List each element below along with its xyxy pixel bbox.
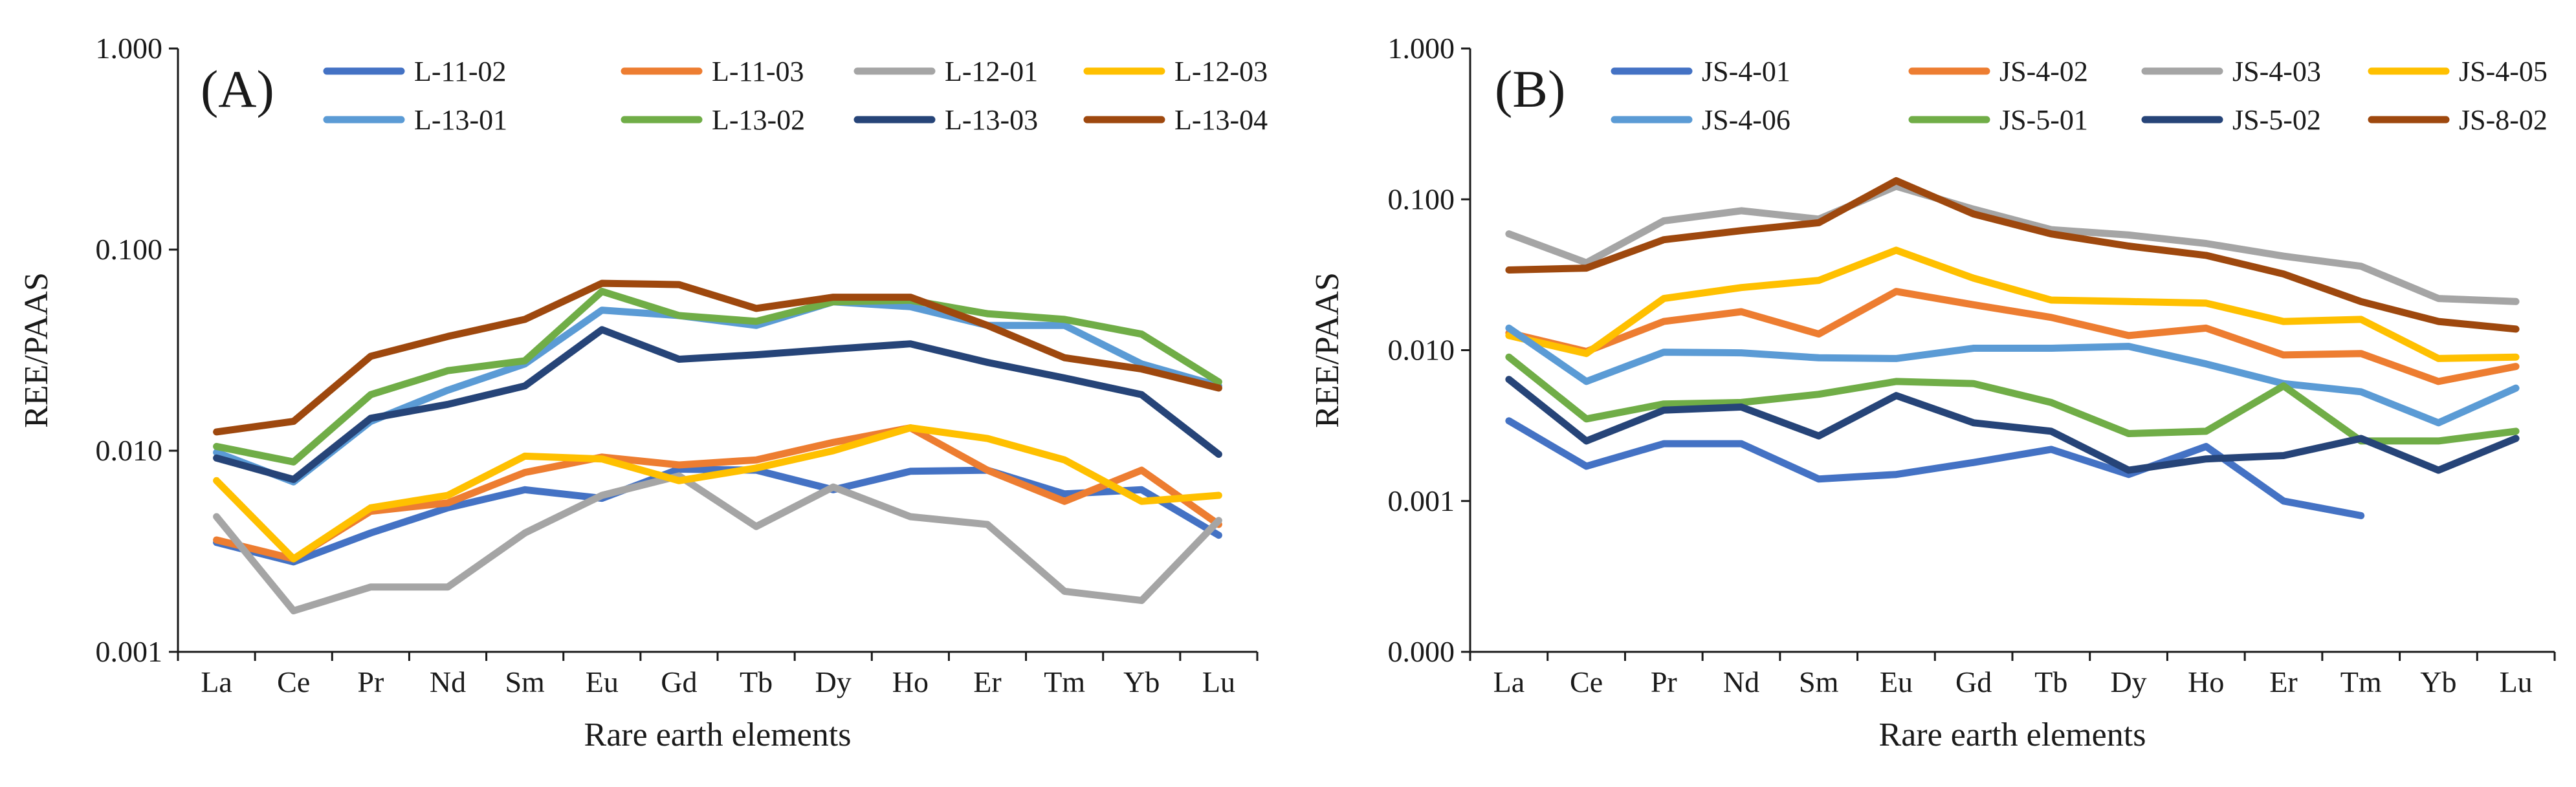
x-tick-label: Nd [1723, 665, 1759, 698]
x-tick-label: Tb [2034, 665, 2067, 698]
series-line-JS-4-06 [1505, 324, 2520, 427]
x-tick-label: Nd [430, 665, 466, 698]
y-tick-label: 1.000 [1388, 32, 1455, 65]
series-line-L-12-01 [213, 472, 1222, 614]
x-tick-label: Sm [1799, 665, 1839, 698]
legend-label: JS-4-02 [1999, 56, 2088, 87]
series-line-L-13-04 [213, 279, 1222, 436]
x-tick-label: Eu [586, 665, 619, 698]
x-tick-label: Tb [740, 665, 773, 698]
legend-label: L-12-01 [945, 56, 1038, 87]
legend-label: L-12-03 [1174, 56, 1268, 87]
y-axis-title: REE/PAAS [18, 272, 55, 428]
legend-label: JS-4-03 [2232, 56, 2321, 87]
legend-label: L-11-03 [712, 56, 804, 87]
legend: L-11-02 L-11-03 L-12-01 L-12-03 L-13-01 L-13-… [323, 56, 1268, 136]
x-tick-label: Yb [2420, 665, 2456, 698]
y-tick-label: 0.010 [96, 434, 163, 467]
series-line-L-13-01 [213, 298, 1222, 486]
series-line-JS-4-05 [1505, 246, 2520, 362]
series-line-JS-4-03 [1505, 182, 2520, 305]
series-line-L-11-02 [213, 466, 1222, 566]
series-line-JS-4-01 [1505, 417, 2365, 519]
x-tick-label: Ho [892, 665, 929, 698]
y-axis-title: REE/PAAS [1309, 272, 1346, 428]
x-tick-label: Gd [1955, 665, 1992, 698]
x-tick-label: Yb [1123, 665, 1160, 698]
x-tick-label: Pr [357, 665, 384, 698]
chart-panel-1: 0.001 0.010 0.100 1.000 La Ce Pr Nd Sm Eu Gd Tb Dy Ho… [18, 32, 1268, 753]
y-tick-label: 1.000 [96, 32, 163, 65]
series-line-JS-5-02 [1505, 376, 2520, 474]
y-tick-label: 0.001 [96, 635, 163, 668]
chart-panel-2: 0.000 0.001 0.010 0.100 1.000 La Ce Pr Nd Sm Eu Gd T… [1309, 32, 2556, 753]
legend-label: JS-5-01 [1999, 104, 2088, 136]
legend-label: JS-8-02 [2459, 104, 2548, 136]
x-tick-label: Ho [2188, 665, 2224, 698]
legend-label: L-13-02 [712, 104, 805, 136]
x-tick-label: Ce [1570, 665, 1603, 698]
y-tick-label: 0.000 [1388, 635, 1455, 668]
x-axis-title: Rare earth elements [584, 717, 852, 753]
x-tick-label: Dy [815, 665, 852, 698]
x-tick-label: La [201, 665, 232, 698]
x-tick-label: Tm [1044, 665, 1085, 698]
legend-label: JS-4-01 [1702, 56, 1790, 87]
x-tick-label: Pr [1651, 665, 1677, 698]
legend-label: JS-4-06 [1702, 104, 1790, 136]
panel-label: (A) [201, 59, 274, 118]
x-tick-label: La [1493, 665, 1525, 698]
legend-label: JS-4-05 [2459, 56, 2548, 87]
x-tick-label: Lu [2500, 665, 2533, 698]
y-tick-label: 0.001 [1388, 484, 1455, 517]
legend-label: JS-5-02 [2232, 104, 2321, 136]
legend-label: L-11-02 [414, 56, 507, 87]
series-line-JS-4-02 [1505, 288, 2520, 385]
x-tick-label: Gd [661, 665, 697, 698]
legend-label: L-13-01 [414, 104, 507, 136]
y-tick-label: 0.100 [1388, 182, 1455, 215]
series-line-L-13-03 [213, 326, 1222, 483]
series-line-JS-8-02 [1505, 177, 2520, 333]
y-tick-label: 0.100 [96, 233, 163, 266]
x-tick-label: Eu [1880, 665, 1913, 698]
x-axis-title: Rare earth elements [1879, 717, 2146, 753]
series-line-L-11-03 [213, 424, 1222, 563]
x-tick-label: Dy [2110, 665, 2146, 698]
legend: JS-4-01 JS-4-02 JS-4-03 JS-4-05 JS-4-06 JS-5-… [1611, 56, 2548, 136]
legend-label: L-13-03 [945, 104, 1038, 136]
panel-label: (B) [1495, 59, 1565, 118]
y-tick-label: 0.010 [1388, 334, 1455, 367]
x-tick-label: Er [2269, 665, 2297, 698]
series-line-JS-5-01 [1505, 353, 2520, 445]
series-line-L-13-02 [213, 288, 1222, 466]
x-tick-label: Lu [1202, 665, 1235, 698]
legend-label: L-13-04 [1174, 104, 1268, 136]
x-tick-label: Tm [2340, 665, 2382, 698]
x-tick-label: Sm [505, 665, 545, 698]
x-tick-label: Er [973, 665, 1001, 698]
x-tick-label: Ce [277, 665, 310, 698]
series-line-L-12-03 [213, 424, 1222, 563]
